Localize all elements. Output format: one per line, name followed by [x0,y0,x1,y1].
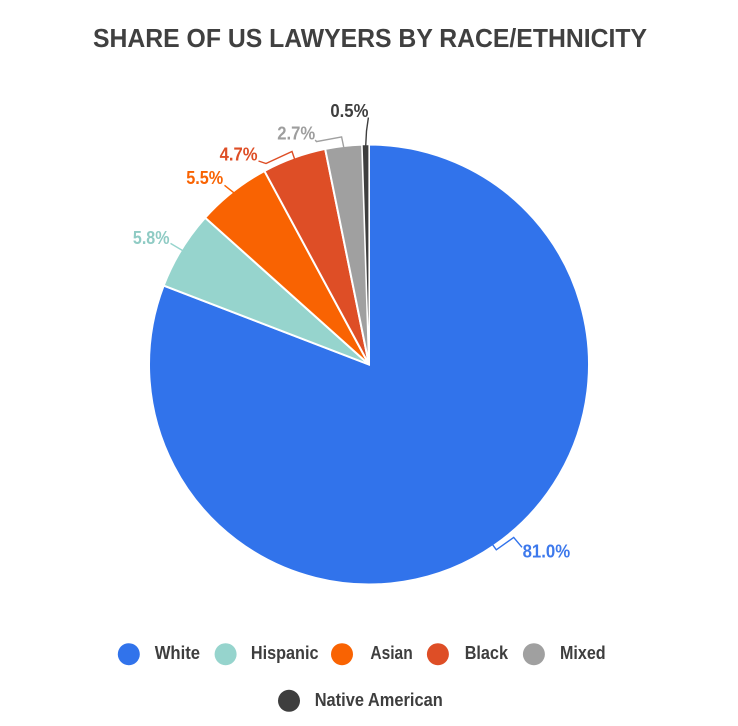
svg-text:Mixed: Mixed [560,643,606,663]
svg-text:Asian: Asian [370,643,412,663]
svg-text:4.7%: 4.7% [220,144,258,164]
svg-text:0.5%: 0.5% [330,101,368,121]
svg-text:Native American: Native American [315,690,443,710]
svg-text:2.7%: 2.7% [277,124,315,144]
svg-text:81.0%: 81.0% [523,542,571,562]
svg-text:Hispanic: Hispanic [251,643,319,663]
svg-text:Black: Black [465,643,509,663]
svg-text:5.8%: 5.8% [133,228,170,248]
svg-text:SHARE OF US LAWYERS BY RACE/ET: SHARE OF US LAWYERS BY RACE/ETHNICITY [93,23,647,53]
svg-text:5.5%: 5.5% [186,168,223,188]
svg-text:White: White [155,643,200,663]
